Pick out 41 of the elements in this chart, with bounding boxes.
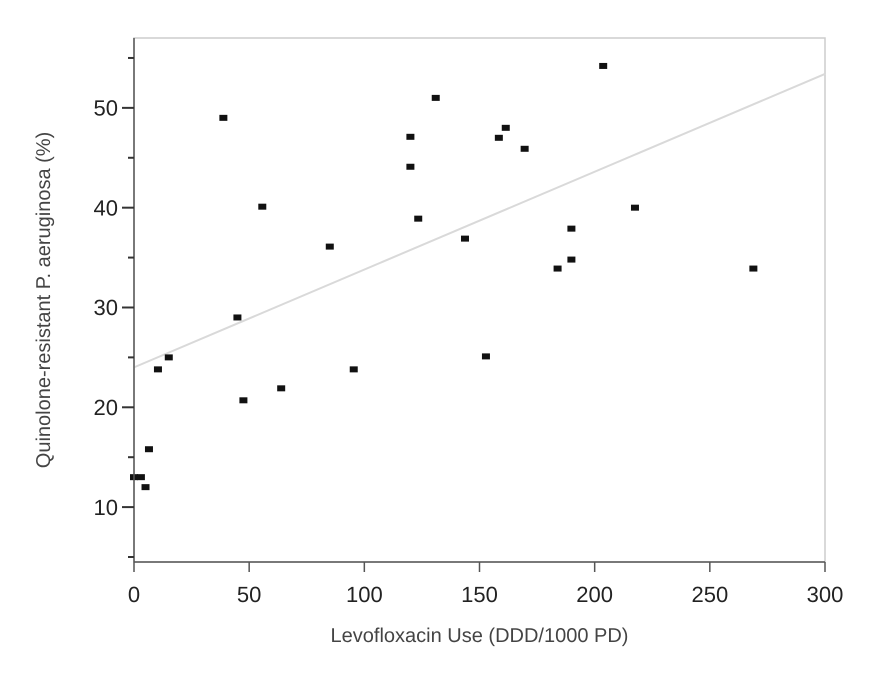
- point: [460, 236, 469, 242]
- point: [277, 385, 286, 392]
- point: [482, 353, 490, 360]
- point: [154, 366, 162, 372]
- point: [554, 266, 562, 272]
- point: [494, 134, 503, 141]
- point: [326, 244, 334, 250]
- y-tick-label: 40: [94, 195, 118, 220]
- y-tick-label: 30: [94, 295, 118, 320]
- point: [567, 256, 576, 263]
- point: [502, 124, 510, 131]
- x-axis-title: Levofloxacin Use (DDD/1000 PD): [330, 625, 628, 647]
- point: [164, 354, 173, 360]
- point: [136, 474, 145, 480]
- point: [749, 266, 758, 272]
- point: [406, 134, 414, 140]
- x-tick-label: 150: [461, 582, 498, 607]
- point: [258, 204, 266, 210]
- point: [432, 94, 440, 101]
- y-tick-label: 50: [94, 96, 118, 121]
- y-tick-label: 20: [94, 394, 118, 420]
- point: [239, 397, 248, 404]
- x-tick-label: 200: [576, 582, 614, 607]
- point: [406, 164, 414, 170]
- x-tick-label: 50: [236, 582, 262, 607]
- point: [520, 146, 529, 152]
- point: [219, 114, 228, 121]
- x-tick-label: 100: [346, 582, 383, 607]
- x-tick-label: 300: [806, 582, 844, 607]
- x-tick-label: 250: [691, 582, 728, 607]
- point: [567, 226, 576, 232]
- point: [630, 204, 639, 211]
- point: [414, 216, 422, 222]
- point: [142, 484, 150, 490]
- y-axis-title: Quinolone-resistant P. aeruginosa (%): [33, 132, 55, 468]
- point: [144, 446, 153, 452]
- y-tick-label: 10: [94, 494, 118, 520]
- point: [233, 314, 242, 320]
- x-tick-label: 0: [128, 582, 140, 607]
- point: [599, 62, 608, 69]
- point: [350, 366, 358, 372]
